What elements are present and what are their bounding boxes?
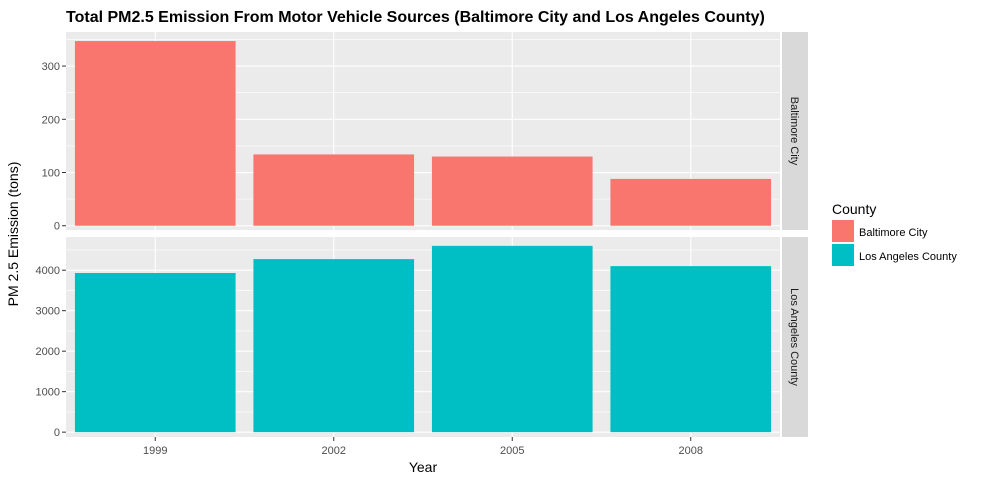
bar-1999 <box>74 272 236 433</box>
y-axis-ticks: 0 1000 2000 3000 4000 <box>36 265 66 439</box>
facet-strip-label: Baltimore City <box>788 97 800 166</box>
bar-2008 <box>610 178 772 226</box>
y-axis-ticks: 0 100 200 300 <box>42 61 66 233</box>
x-tick-label: 2008 <box>679 445 703 457</box>
y-tick-label: 300 <box>42 61 60 73</box>
x-axis: 1999 2002 2005 2008 <box>143 437 703 457</box>
legend-key-los-angeles-county <box>832 244 854 266</box>
x-tick-label: 2002 <box>322 445 346 457</box>
bar-1999 <box>74 41 236 226</box>
x-axis-title: Year <box>409 459 438 475</box>
y-axis-title: PM 2.5 Emission (tons) <box>5 162 21 307</box>
x-tick-label: 2005 <box>500 445 524 457</box>
panel-bars <box>74 41 772 226</box>
x-tick-label: 1999 <box>143 445 167 457</box>
panel-los-angeles-county: 0 1000 2000 3000 4000 Los Angeles County <box>36 237 808 439</box>
legend-key-baltimore-city <box>832 220 854 242</box>
panel-baltimore-city: 0 100 200 300 Baltimore City <box>42 32 808 233</box>
y-tick-label: 0 <box>54 221 60 233</box>
facet-strip <box>782 237 808 437</box>
facet-strip-label: Los Angeles County <box>788 288 800 386</box>
y-tick-label: 2000 <box>36 346 60 358</box>
bar-2002 <box>253 154 415 226</box>
y-tick-label: 100 <box>42 168 60 180</box>
bar-2005 <box>431 156 593 226</box>
y-tick-label: 1000 <box>36 387 60 399</box>
legend-label: Baltimore City <box>859 227 928 239</box>
bar-2005 <box>431 245 593 433</box>
legend-label: Los Angeles County <box>859 251 957 263</box>
panel-bars <box>74 245 772 433</box>
facet-strip <box>782 32 808 230</box>
y-tick-label: 4000 <box>36 265 60 277</box>
y-tick-label: 0 <box>54 427 60 439</box>
y-tick-label: 200 <box>42 114 60 126</box>
legend-title: County <box>832 201 876 217</box>
bar-2002 <box>253 259 415 433</box>
y-tick-label: 3000 <box>36 306 60 318</box>
bar-2008 <box>610 266 772 433</box>
chart-title: Total PM2.5 Emission From Motor Vehicle … <box>66 9 765 26</box>
legend: County Baltimore City Los Angeles County <box>832 201 957 266</box>
